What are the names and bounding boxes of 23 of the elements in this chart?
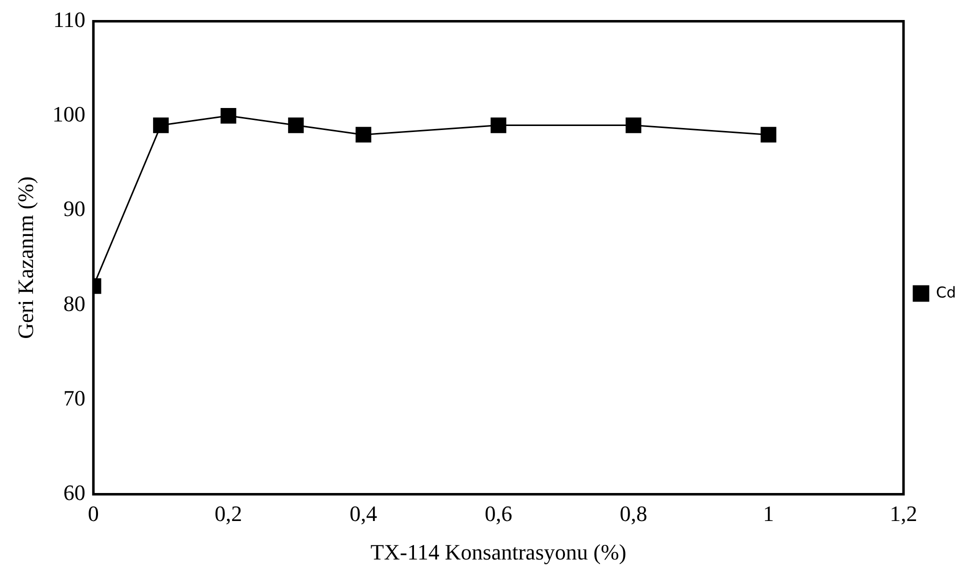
point — [356, 126, 372, 143]
point — [760, 126, 776, 143]
y-tick-label: 60 — [63, 480, 86, 505]
x-tick-label: 0,8 — [620, 501, 648, 526]
x-tick-label: 0 — [88, 501, 99, 526]
point — [220, 108, 236, 124]
legend-label: Cd — [936, 283, 956, 302]
x-tick-label: 0,2 — [214, 501, 242, 526]
y-tick-label: 100 — [52, 102, 86, 127]
point — [153, 117, 169, 134]
x-tick-label: 1,2 — [890, 501, 918, 526]
y-axis-title: Geri Kazanım (%) — [12, 176, 38, 339]
x-tick-label: 1 — [762, 501, 774, 526]
x-tick-label: 0,6 — [484, 501, 512, 526]
point — [288, 117, 304, 134]
y-tick-label: 80 — [63, 290, 86, 316]
y-tick-label: 70 — [63, 385, 86, 410]
point — [626, 117, 642, 134]
y-tick-label: 110 — [53, 6, 86, 32]
y-tick-label: 90 — [63, 196, 86, 222]
point — [490, 117, 506, 134]
x-axis-title: TX-114 Konsantrasyonu (%) — [370, 540, 626, 565]
x-tick-label: 0,4 — [350, 501, 378, 526]
